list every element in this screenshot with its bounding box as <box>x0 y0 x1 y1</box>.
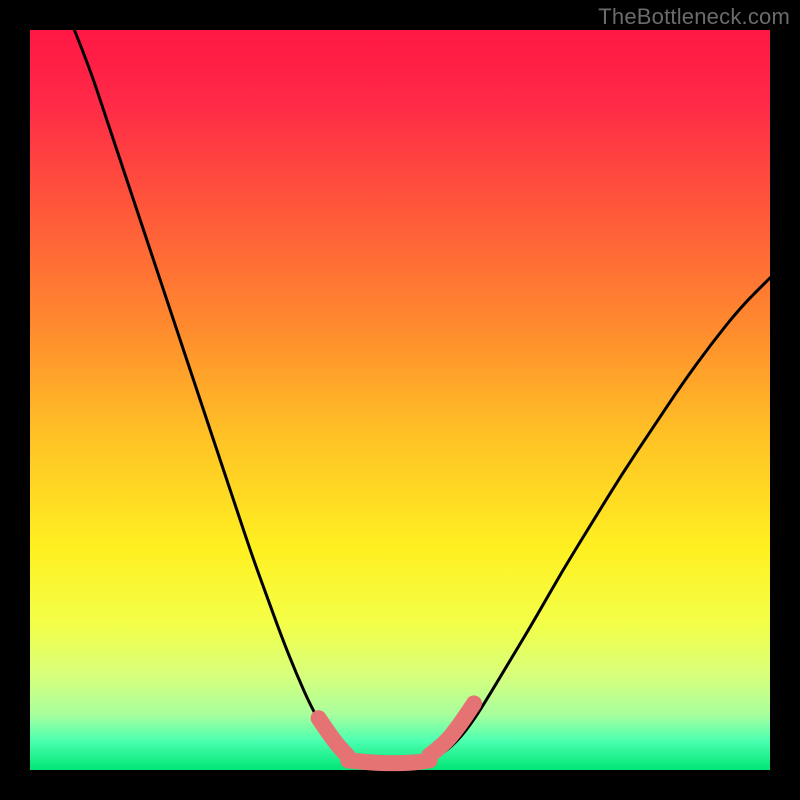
bottleneck-chart-svg <box>0 0 800 800</box>
overlay-bottom-flat <box>348 760 429 763</box>
chart-canvas: TheBottleneck.com <box>0 0 800 800</box>
watermark-label: TheBottleneck.com <box>598 4 790 30</box>
plot-background <box>30 30 770 770</box>
